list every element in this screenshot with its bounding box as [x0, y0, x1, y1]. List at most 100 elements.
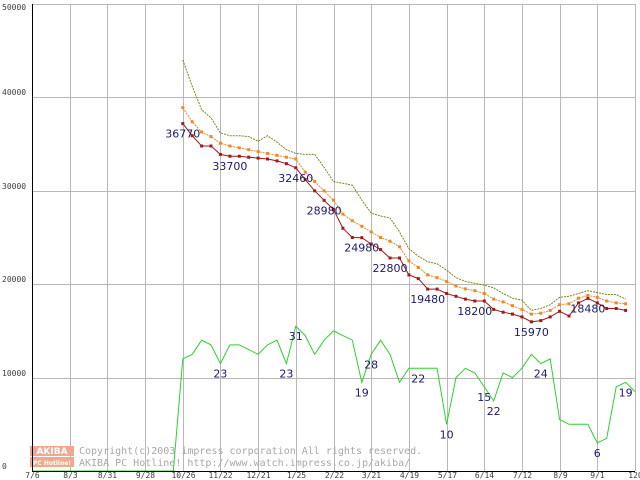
chart-axes — [32, 4, 635, 472]
data-label: 23 — [213, 368, 227, 381]
series-1-point — [275, 153, 279, 157]
series-1-point — [313, 180, 317, 183]
data-label: 19 — [619, 386, 633, 399]
series-0-point — [529, 320, 533, 324]
series-0-point — [548, 315, 552, 319]
series-1-point — [369, 230, 373, 234]
x-tick-label: 12/21 — [246, 471, 270, 480]
series-1-point — [332, 198, 335, 202]
series-1-point — [605, 299, 609, 303]
series-0-point — [332, 208, 335, 211]
data-label: 24 — [534, 368, 548, 381]
logo-bottom-text: PC Hotline! — [33, 460, 71, 467]
series-1-point — [426, 273, 430, 277]
x-tick-label: 8/31 — [98, 471, 117, 480]
y-tick-label: 50000 — [2, 3, 26, 12]
series-1-point — [181, 106, 185, 110]
series-1-point — [463, 287, 467, 291]
series-1-point — [558, 303, 562, 307]
series-0-point — [247, 155, 251, 159]
series-0-point — [369, 242, 373, 246]
series-0-point — [228, 154, 232, 158]
series-1-point — [454, 284, 458, 288]
logo-top-text: AKIBA — [36, 447, 67, 457]
series-1-point — [586, 293, 590, 297]
copyright-text: Copyright(c)2003 impress corporation All… — [79, 446, 422, 457]
series-0-point — [200, 144, 204, 148]
series-0-point — [398, 256, 401, 260]
series-0-point — [360, 236, 364, 240]
x-tick-label: 4/19 — [400, 471, 419, 480]
x-tick-label: 10/26 — [171, 471, 195, 480]
series-0-point — [313, 189, 317, 193]
series-0-point — [595, 301, 599, 305]
series-0-point — [209, 144, 213, 148]
series-1-point — [360, 224, 364, 228]
series-1-point — [492, 297, 496, 301]
x-axis-ticks: 7/6 8/3 8/31 9/28 10/26 11/22 12/21 1/25 2/22 3/2… — [25, 471, 640, 480]
series-0-point — [303, 178, 307, 182]
series-1-point — [624, 302, 628, 306]
series-line-0 — [182, 123, 626, 323]
series-0-point — [237, 154, 241, 158]
series-1-point — [228, 144, 232, 148]
data-label: 19480 — [410, 293, 445, 306]
watermark: AKIBA PC Hotline! Copyright(c)2003 impre… — [30, 446, 422, 469]
series-1-point — [520, 307, 524, 311]
x-tick-label: 6/14 — [475, 471, 494, 480]
series-1-point — [190, 120, 194, 124]
data-label: 33700 — [212, 160, 247, 173]
data-label: 22800 — [373, 262, 408, 275]
series-1-point — [266, 151, 269, 155]
series-0-point — [407, 273, 411, 277]
series-1-point — [501, 300, 505, 304]
x-tick-label: 8/9 — [553, 471, 568, 480]
y-tick-label: 40000 — [2, 88, 26, 97]
data-label: 15 — [477, 391, 491, 404]
series-0-point — [454, 294, 458, 298]
x-tick-label: 9/28 — [136, 471, 155, 480]
series-0-point — [445, 292, 449, 295]
data-label: 36770 — [165, 128, 200, 141]
y-tick-label: 30000 — [2, 182, 26, 191]
y-tick-label: 0 — [2, 462, 7, 471]
series-0-point — [567, 314, 571, 318]
series-0-point — [181, 122, 185, 126]
series-0-point — [284, 162, 288, 166]
series-1-point — [218, 141, 222, 145]
data-labels: 36770 33700 32460 28980 24980 22800 19480 18200… — [165, 128, 632, 460]
x-tick-label: 8/3 — [63, 471, 78, 480]
series-0-point — [605, 307, 609, 310]
data-label: 24980 — [344, 242, 379, 255]
series-1-point — [303, 170, 307, 174]
series-line-2 — [182, 59, 626, 311]
series-0-point — [416, 277, 420, 281]
series-1-point — [388, 239, 392, 243]
series-0-point — [294, 166, 298, 170]
site-url-text: AKIBA PC Hotline! http://www.watch.impre… — [79, 458, 410, 469]
data-label: 10 — [440, 428, 454, 441]
series-0-point — [463, 297, 467, 301]
series-1-point — [247, 148, 251, 152]
data-label: 28 — [364, 358, 378, 371]
data-label: 22 — [411, 372, 425, 385]
series-0-point — [322, 198, 326, 202]
data-label: 32460 — [278, 172, 313, 185]
series-1-point — [407, 259, 411, 263]
x-tick-label: 1/25 — [287, 471, 306, 480]
data-label: 22 — [487, 405, 501, 418]
chart-grid — [32, 4, 636, 472]
series-1-point — [379, 236, 383, 239]
data-label: 23 — [279, 368, 293, 381]
series-1-point — [577, 296, 580, 300]
series-0-point — [501, 310, 505, 314]
series-0-point — [435, 287, 439, 291]
series-1-point — [209, 135, 213, 139]
series-0-point — [539, 319, 543, 323]
series-1-point — [482, 292, 486, 295]
series-1-point — [294, 157, 298, 161]
data-label: 19 — [355, 386, 369, 399]
series-1-point — [237, 146, 241, 150]
series-0-point — [256, 156, 260, 160]
